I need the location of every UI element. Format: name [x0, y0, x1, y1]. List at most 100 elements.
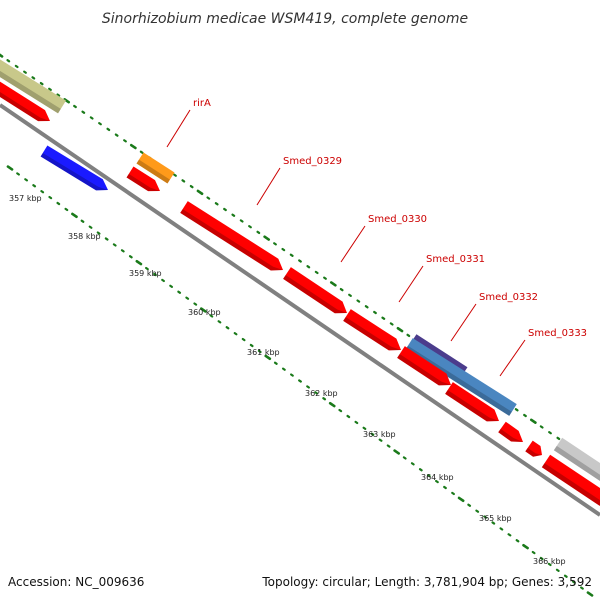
inner-tick: [264, 354, 272, 361]
label-smed-0331-leader: [398, 265, 424, 303]
inner-tick: [241, 337, 246, 342]
steelblue-feature: [405, 338, 517, 416]
tick-label-364-kbp: 364 kbp: [421, 473, 454, 482]
outer-tick: [306, 265, 311, 269]
inner-tick: [217, 320, 222, 324]
outer-tick: [139, 150, 144, 154]
inner-tick: [467, 503, 472, 507]
inner-tick: [338, 408, 343, 413]
tick-label-360-kbp: 360 kbp: [188, 308, 221, 317]
red-feature-g: [541, 454, 600, 506]
inner-tick: [71, 212, 78, 219]
label-smed-0330-leader: [340, 225, 366, 263]
inner-tick: [56, 201, 61, 206]
outer-tick: [396, 326, 404, 333]
inner-tick: [531, 550, 536, 555]
outer-tick: [539, 425, 544, 429]
outer-tick: [206, 196, 211, 200]
inner-tick: [443, 485, 447, 490]
outer-tick: [323, 276, 327, 280]
outer-tick: [196, 189, 204, 196]
inner-tick: [354, 420, 359, 425]
outer-tick: [106, 127, 111, 132]
inner-tick: [555, 568, 560, 572]
outer-tick: [339, 287, 344, 292]
inner-tick: [128, 255, 133, 259]
inner-tick: [233, 332, 238, 336]
outer-tick: [0, 53, 4, 58]
inner-tick: [104, 237, 109, 241]
red-feature-c: [397, 346, 452, 386]
outer-tick: [23, 70, 27, 74]
inner-tick: [281, 367, 286, 371]
outer-tick: [406, 333, 411, 338]
label-smed-0329-leader: [256, 167, 281, 206]
inner-tick: [451, 491, 455, 496]
inner-tick: [6, 165, 14, 171]
inner-tick: [199, 307, 207, 313]
inner-tick: [193, 302, 198, 306]
outer-tick: [56, 93, 61, 97]
outer-tick: [248, 225, 252, 229]
inner-tick: [24, 178, 29, 182]
outer-tick: [39, 81, 44, 86]
inner-tick: [515, 539, 520, 543]
outer-tick: [89, 116, 94, 120]
outer-tick: [239, 219, 244, 223]
outer-tick: [114, 133, 119, 137]
inner-tick: [378, 438, 383, 442]
outer-tick: [214, 202, 219, 206]
outer-tick: [514, 408, 519, 412]
inner-tick: [522, 543, 529, 550]
red-feature-e: [498, 421, 524, 443]
inner-tick: [435, 479, 439, 484]
tick-label-366-kbp: 366 kbp: [533, 557, 566, 566]
tick-label-365-kbp: 365 kbp: [479, 514, 512, 523]
tick-label-358-kbp: 358 kbp: [68, 232, 101, 241]
inner-tick: [393, 449, 401, 455]
label-smed-0330: Smed_0330: [368, 214, 427, 225]
tick-label-361-kbp: 361 kbp: [247, 348, 280, 357]
gene-label-track: rirA Smed_0329 Smed_0330 Smed_0331 Smed_0332…: [166, 98, 587, 377]
inner-tick: [169, 284, 174, 288]
outer-tick: [14, 64, 19, 69]
outer-tick: [523, 413, 527, 418]
tick-label-362-kbp: 362 kbp: [305, 389, 338, 398]
red-feature-f: [525, 440, 542, 457]
red-feature-d: [445, 382, 500, 422]
inner-tick: [314, 391, 319, 395]
inner-tick: [346, 414, 351, 419]
outer-tick: [556, 436, 561, 441]
label-rira: rirA: [193, 98, 211, 109]
inner-tick: [483, 515, 488, 519]
outer-tick: [6, 59, 11, 63]
outer-tick: [231, 213, 236, 217]
label-smed-0333-leader: [499, 339, 526, 377]
outer-tick: [129, 143, 137, 150]
inner-tick: [410, 462, 415, 466]
outer-tick: [281, 247, 286, 252]
inner-tick: [418, 468, 423, 472]
inner-tick: [48, 195, 53, 200]
outer-tick: [364, 305, 369, 309]
blue-feature: [40, 145, 108, 191]
grey-feature: [553, 437, 600, 487]
orange-feature: [136, 152, 175, 184]
topology-text: Topology: circular; Length: 3,781,904 bp…: [261, 575, 592, 589]
accession-text: Accession: NC_009636: [8, 575, 144, 589]
tick-label-363-kbp: 363 kbp: [363, 430, 396, 439]
inner-tick: [457, 496, 465, 503]
outer-tick: [381, 316, 386, 320]
inner-tick: [64, 207, 69, 212]
inner-tick: [507, 533, 512, 537]
inner-tick: [426, 474, 431, 478]
inner-tick: [322, 397, 327, 401]
inner-tick: [475, 509, 480, 513]
inner-tick: [298, 379, 302, 383]
inner-tick: [386, 444, 391, 448]
inner-tick: [539, 556, 544, 561]
outer-tick: [263, 235, 271, 241]
label-smed-0331: Smed_0331: [426, 254, 485, 265]
